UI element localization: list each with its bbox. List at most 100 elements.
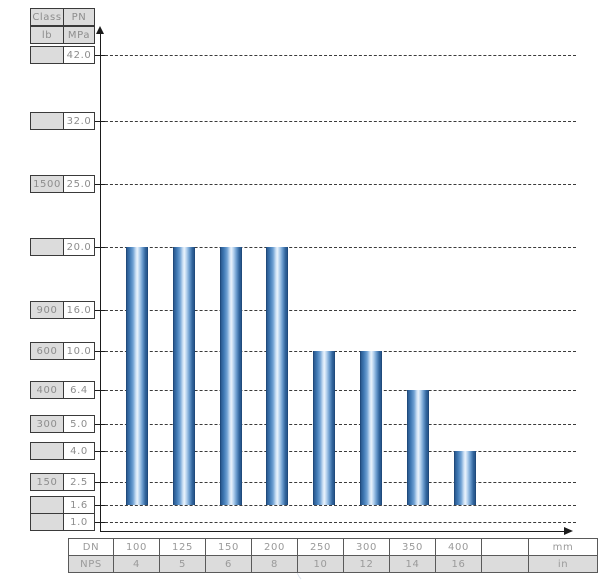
table-cell-blank	[481, 538, 529, 556]
y-axis-tick-2-5: 150 2.5	[30, 473, 95, 491]
y-tick-class-value	[31, 514, 64, 530]
table-cell-dn-150: 150	[205, 538, 252, 556]
y-tick-pn-value: 1.6	[64, 497, 94, 513]
y-tick-class-value: 900	[31, 302, 64, 318]
y-axis-tick-1-0: 1.0	[30, 513, 95, 531]
bar-dn-100	[126, 247, 148, 505]
y-tick-pn-value: 2.5	[64, 474, 94, 490]
table-cell-dn-250: 250	[297, 538, 344, 556]
y-tick-class-value	[31, 47, 64, 63]
y-tick-class-value	[31, 443, 64, 459]
x-axis-line	[100, 531, 568, 532]
gridline-25-0	[100, 184, 576, 185]
y-axis-tick-mark	[95, 522, 105, 523]
table-cell-dn-400: 400	[435, 538, 482, 556]
table-cell-nps-5: 5	[159, 555, 206, 573]
y-tick-class-value	[31, 239, 64, 255]
y-tick-class-value: 1500	[31, 176, 64, 192]
dn-nps-table: DN 100 125 150 200 250 300 350 400 mm NPS 4 5 6 8 10 12…	[68, 538, 598, 573]
table-cell-nps-12: 12	[343, 555, 390, 573]
table-cell-dn-200: 200	[251, 538, 298, 556]
table-cell-nps-16: 16	[435, 555, 482, 573]
y-axis-tick-4-0: 4.0	[30, 442, 95, 460]
y-axis-tick-mark	[95, 505, 105, 506]
y-axis-tick-mark	[95, 55, 105, 56]
y-tick-class-value: 150	[31, 474, 64, 490]
y-tick-class-value	[31, 497, 64, 513]
gridline-32-0	[100, 121, 576, 122]
table-row-dn: DN 100 125 150 200 250 300 350 400 mm	[68, 538, 598, 556]
y-tick-pn-value: 10.0	[64, 343, 94, 359]
y-tick-class-value: 400	[31, 382, 64, 398]
table-cell-nps-10: 10	[297, 555, 344, 573]
bar-dn-150	[220, 247, 242, 505]
bar-dn-200	[266, 247, 288, 505]
y-axis-header-pn-label: PN	[64, 9, 94, 25]
y-tick-class-value: 300	[31, 416, 64, 432]
y-axis-tick-mark	[95, 184, 105, 185]
gridline-42-0	[100, 55, 576, 56]
gridline-1-6	[100, 505, 576, 506]
y-axis-tick-25-0: 1500 25.0	[30, 175, 95, 193]
y-tick-pn-value: 6.4	[64, 382, 94, 398]
y-axis-tick-20-0: 20.0	[30, 238, 95, 256]
y-axis-tick-6-4: 400 6.4	[30, 381, 95, 399]
y-axis-header-mpa-label: MPa	[64, 27, 94, 43]
table-cell-nps-6: 6	[205, 555, 252, 573]
y-axis-tick-mark	[95, 390, 105, 391]
y-tick-class-value	[31, 113, 64, 129]
table-cell-nps-4: 4	[113, 555, 160, 573]
gridline-6-4	[100, 390, 576, 391]
table-cell-nps-14: 14	[389, 555, 436, 573]
y-axis-tick-mark	[95, 247, 105, 248]
y-axis-tick-mark	[95, 424, 105, 425]
gridline-4-0	[100, 451, 576, 452]
y-axis-tick-16-0: 900 16.0	[30, 301, 95, 319]
y-axis-tick-10-0: 600 10.0	[30, 342, 95, 360]
y-tick-class-value: 600	[31, 343, 64, 359]
x-axis-arrow-icon	[564, 527, 573, 535]
y-axis-arrow-icon	[96, 26, 104, 34]
table-row-nps: NPS 4 5 6 8 10 12 14 16 in	[68, 555, 598, 573]
table-cell-dn-300: 300	[343, 538, 390, 556]
table-unit-dn: mm	[528, 538, 598, 556]
y-axis-tick-mark	[95, 482, 105, 483]
table-header-dn: DN	[68, 538, 114, 556]
table-cell-dn-350: 350	[389, 538, 436, 556]
y-tick-pn-value: 4.0	[64, 443, 94, 459]
y-axis-tick-mark	[95, 451, 105, 452]
y-axis-tick-mark	[95, 351, 105, 352]
y-axis-line	[100, 31, 101, 532]
gridline-5-0	[100, 424, 576, 425]
y-axis-header-class-label: Class	[31, 9, 64, 25]
table-cell-nps-8: 8	[251, 555, 298, 573]
y-axis-tick-5-0: 300 5.0	[30, 415, 95, 433]
y-tick-pn-value: 42.0	[64, 47, 94, 63]
y-axis-tick-mark	[95, 121, 105, 122]
table-cell-dn-125: 125	[159, 538, 206, 556]
table-unit-nps: in	[528, 555, 598, 573]
y-tick-pn-value: 1.0	[64, 514, 94, 530]
table-cell-dn-100: 100	[113, 538, 160, 556]
y-axis-header-lb-label: lb	[31, 27, 64, 43]
bar-dn-300	[360, 351, 382, 505]
y-tick-pn-value: 5.0	[64, 416, 94, 432]
y-axis-tick-1-6: 1.6	[30, 496, 95, 514]
bar-dn-250	[313, 351, 335, 505]
table-header-nps: NPS	[68, 555, 114, 573]
gridline-20-0	[100, 247, 576, 248]
y-tick-pn-value: 20.0	[64, 239, 94, 255]
bar-dn-350	[407, 390, 429, 505]
gridline-16-0	[100, 310, 576, 311]
gridline-1-0	[100, 522, 576, 523]
y-axis-tick-42-0: 42.0	[30, 46, 95, 64]
gridline-10-0	[100, 351, 576, 352]
bar-dn-400	[454, 451, 476, 505]
y-axis-tick-32-0: 32.0	[30, 112, 95, 130]
y-tick-pn-value: 25.0	[64, 176, 94, 192]
y-tick-pn-value: 32.0	[64, 113, 94, 129]
bar-dn-125	[173, 247, 195, 505]
gridline-2-5	[100, 482, 576, 483]
y-axis-tick-mark	[95, 310, 105, 311]
